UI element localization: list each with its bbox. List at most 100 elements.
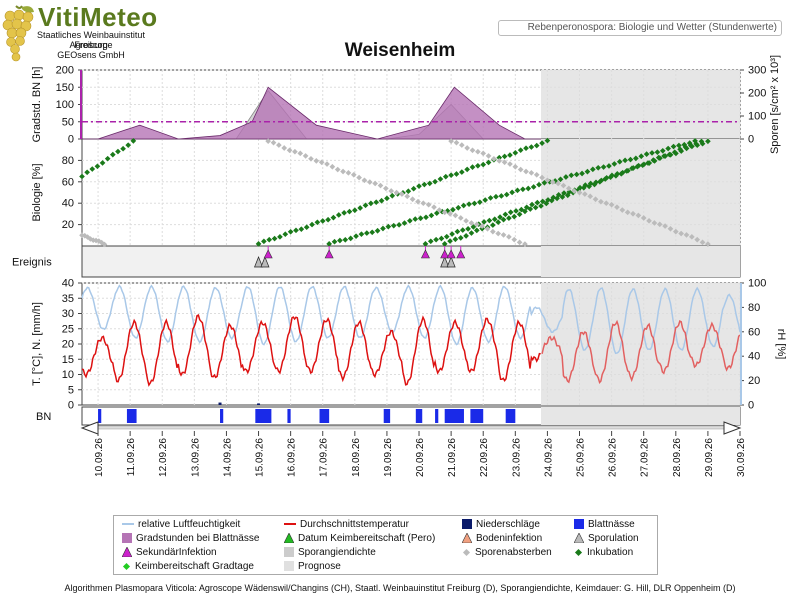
y-right-tick-label: 0: [748, 400, 754, 412]
y-tick-label: 25: [62, 323, 74, 335]
blattnaesse-bar: [470, 409, 484, 423]
inkubation-point: [502, 211, 509, 218]
inkubation-point: [622, 157, 628, 164]
inkubation-point: [459, 227, 466, 233]
inkubation-point: [352, 207, 358, 214]
inkubation-point: [438, 235, 445, 242]
inkubation-point: [493, 193, 499, 200]
x-tick-label: 25.09.26: [576, 438, 587, 477]
inkubation-point: [443, 233, 450, 240]
inkubation-point: [579, 170, 585, 177]
inkubation-point: [548, 197, 555, 204]
inkubation-point: [568, 172, 575, 179]
sporenabsterben-point: [302, 153, 309, 159]
legend-label: Blattnässe: [588, 519, 635, 530]
sporenabsterben-point: [630, 210, 636, 217]
y-right-tick-label: 20: [748, 375, 760, 387]
inkubation-point: [533, 142, 540, 149]
inkubation-point: [645, 160, 651, 166]
triangle-grey-icon: [574, 533, 584, 544]
legend-label: SekundärInfektion: [136, 547, 217, 558]
inkubation-point: [638, 153, 645, 160]
y-right-tick-label: 300: [748, 65, 766, 77]
legend-item-temperature: Durchschnittstemperatur: [284, 519, 409, 530]
inkubation-point: [342, 236, 349, 243]
inkubation-point: [677, 146, 683, 153]
sporenabsterben-point: [512, 163, 519, 170]
legend-label: Prognose: [298, 561, 341, 572]
inkubation-point: [655, 154, 662, 161]
inkubation-point: [623, 168, 630, 174]
inkubation-point: [309, 221, 315, 228]
sporenabsterben-point: [345, 170, 352, 176]
inkubation-point: [481, 219, 487, 225]
inkubation-point: [109, 151, 116, 158]
sporenabsterben-point: [361, 177, 368, 184]
inkubation-point: [441, 241, 448, 247]
inkubation-point: [287, 228, 294, 235]
sporenabsterben-point: [276, 142, 282, 148]
inkubation-point: [589, 166, 596, 173]
inkubation-point: [120, 145, 126, 152]
inkubation-point: [525, 185, 532, 192]
sporenabsterben-point: [705, 241, 711, 247]
inkubation-point: [330, 214, 337, 221]
sporenabsterben-point: [592, 196, 599, 203]
x-tick-label: 11.09.26: [126, 438, 137, 477]
logo-title: VitiMeteo: [38, 2, 158, 32]
inkubation-point: [539, 140, 545, 147]
inkubation-point: [99, 160, 106, 166]
inkubation-point: [517, 147, 524, 153]
sporenabsterben-point: [651, 220, 658, 226]
sporenabsterben-point: [565, 185, 572, 192]
inkubation-point: [513, 208, 519, 214]
sporenabsterben-point: [656, 221, 663, 228]
sporenabsterben-point: [528, 170, 535, 176]
sporenabsterben-point: [555, 180, 561, 187]
inkubation-point: [396, 221, 402, 228]
inkubation-point: [595, 164, 602, 171]
inkubation-point: [654, 149, 661, 155]
sporenabsterben-point: [415, 198, 421, 205]
sporenabsterben-point: [598, 198, 604, 205]
inkubation-point: [362, 202, 369, 209]
x-tick-label: 24.09.26: [543, 438, 554, 477]
sporenabsterben-point: [507, 161, 513, 167]
sporulation-marker: [446, 256, 456, 268]
inkubation-point: [633, 155, 639, 162]
y-right-axis-title: rH [%]: [775, 329, 787, 360]
sporenabsterben-point: [544, 177, 551, 184]
inkubation-point: [363, 230, 370, 236]
inkubation-point: [597, 178, 603, 185]
inkubation-point: [523, 145, 529, 152]
inkubation-point: [564, 192, 571, 199]
x-tick-label: 30.09.26: [736, 438, 747, 477]
inkubation-point: [79, 173, 85, 180]
niederschlag-bar: [257, 403, 261, 405]
inkubation-point: [410, 185, 417, 192]
diamond-bright-green-icon: [122, 562, 131, 570]
inkubation-point: [255, 241, 262, 247]
sporenabsterben-point: [366, 179, 373, 185]
inkubation-point: [586, 183, 592, 190]
inkubation-point: [463, 233, 469, 239]
inkubation-point: [426, 180, 433, 187]
y-axis-title: Biologie [%]: [31, 163, 43, 221]
inkubation-point: [104, 155, 111, 162]
sporenabsterben-point: [640, 215, 647, 221]
legend-item-incubation: Inkubation: [574, 547, 633, 558]
x-tick-label: 22.09.26: [479, 438, 490, 477]
panel-label: Ereignis: [12, 257, 52, 269]
y-right-tick-label: 40: [748, 351, 760, 363]
legend-label: Niederschläge: [476, 519, 540, 530]
inkubation-point: [511, 213, 518, 220]
inkubation-point: [433, 210, 440, 216]
inkubation-point: [516, 211, 523, 218]
legend-item-degree-hours: Gradstunden bei Blattnässe: [122, 533, 259, 544]
legend-item-sporangia-density: Sporangiendichte: [284, 547, 376, 558]
blattnaesse-bar: [444, 409, 464, 423]
inkubation-point: [665, 145, 671, 152]
sporenabsterben-point: [490, 228, 496, 235]
sekundaerinfektion-marker: [263, 249, 273, 259]
inkubation-point: [465, 226, 471, 232]
